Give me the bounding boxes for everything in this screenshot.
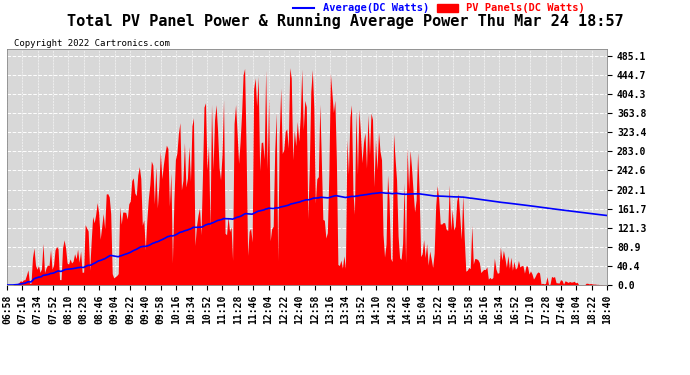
Text: Copyright 2022 Cartronics.com: Copyright 2022 Cartronics.com [14, 39, 170, 48]
Text: Total PV Panel Power & Running Average Power Thu Mar 24 18:57: Total PV Panel Power & Running Average P… [67, 13, 623, 29]
Legend: Average(DC Watts), PV Panels(DC Watts): Average(DC Watts), PV Panels(DC Watts) [289, 0, 589, 18]
